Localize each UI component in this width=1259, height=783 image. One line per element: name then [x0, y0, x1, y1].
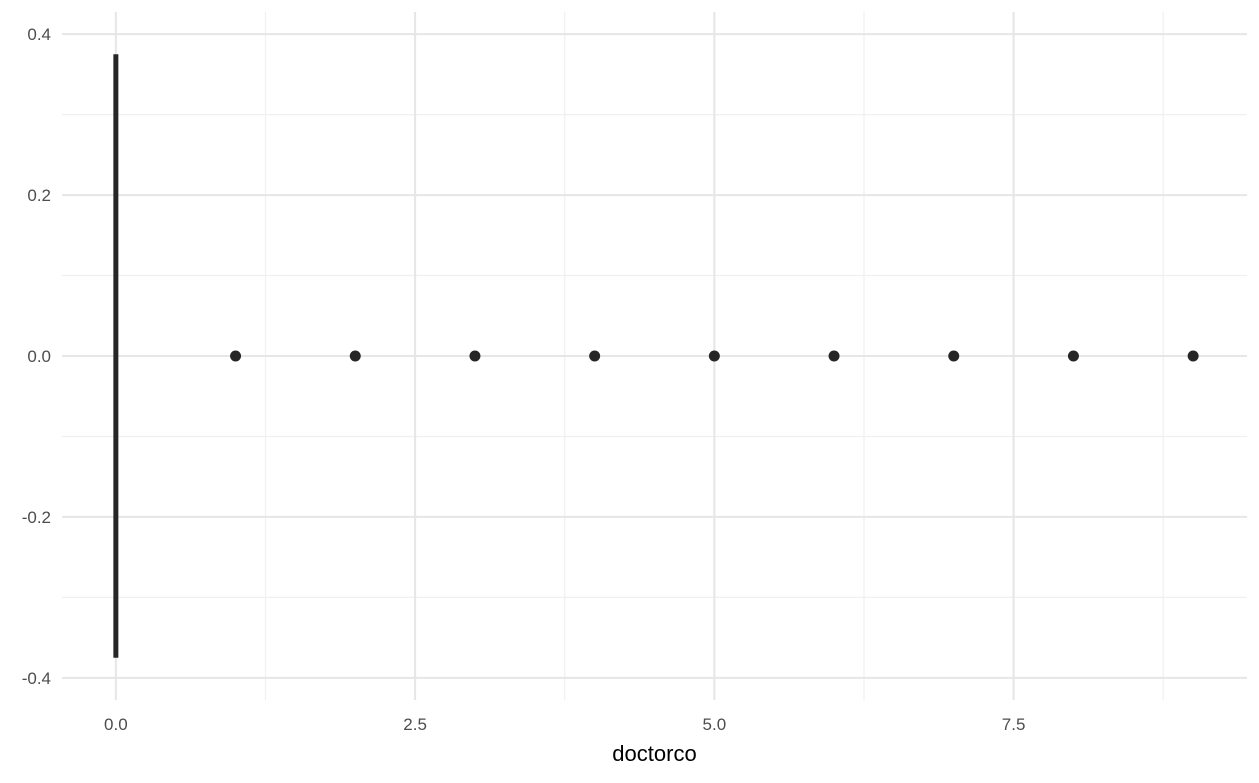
- data-point: [230, 350, 242, 362]
- data-point: [349, 350, 361, 362]
- x-axis-title: doctorco: [612, 741, 696, 766]
- y-tick-label: -0.2: [22, 508, 51, 527]
- y-tick-label: -0.4: [22, 669, 51, 688]
- data-point: [589, 350, 601, 362]
- data-point: [1067, 350, 1079, 362]
- x-tick-label: 5.0: [703, 715, 727, 734]
- data-point: [948, 350, 960, 362]
- x-tick-label: 2.5: [403, 715, 427, 734]
- y-tick-label: 0.4: [27, 25, 51, 44]
- y-tick-label: 0.2: [27, 186, 51, 205]
- y-tick-label: 0.0: [27, 347, 51, 366]
- x-tick-label: 7.5: [1002, 715, 1026, 734]
- x-tick-label: 0.0: [104, 715, 128, 734]
- labels-layer: -0.4 -0.2 0.0 0.2 0.4 0.0 2.5 5.0 7.5: [22, 25, 1026, 734]
- marks-layer: [113, 54, 1199, 658]
- data-point: [1187, 350, 1199, 362]
- data-point: [708, 350, 720, 362]
- data-point: [828, 350, 840, 362]
- data-point: [469, 350, 481, 362]
